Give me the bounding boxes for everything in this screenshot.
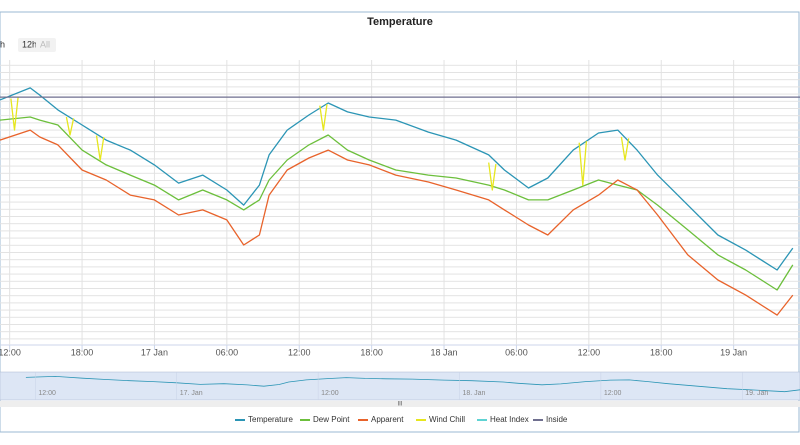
legend-label[interactable]: Apparent bbox=[371, 415, 404, 424]
x-tick-label: 06:00 bbox=[216, 347, 239, 357]
navigator-tick-label: 19. Jan bbox=[745, 390, 768, 397]
x-tick-label: 06:00 bbox=[505, 347, 528, 357]
legend-label[interactable]: Inside bbox=[546, 415, 568, 424]
x-tick-label: 12:00 bbox=[578, 347, 601, 357]
navigator-tick-label: 12:00 bbox=[38, 390, 56, 397]
navigator-line bbox=[25, 376, 800, 393]
x-tick-label: 17 Jan bbox=[141, 347, 168, 357]
series-line bbox=[0, 87, 794, 271]
navigator-tick-label: 17. Jan bbox=[180, 390, 203, 397]
scrollbar[interactable] bbox=[0, 401, 800, 407]
navigator-tick-label: 12:00 bbox=[321, 390, 339, 397]
chart-title: Temperature bbox=[367, 16, 433, 28]
navigator-tick-label: 18. Jan bbox=[462, 390, 485, 397]
range-button-bg[interactable] bbox=[36, 38, 56, 52]
legend-label[interactable]: Heat Index bbox=[490, 415, 529, 424]
series-line bbox=[0, 129, 794, 316]
x-tick-label: 18:00 bbox=[650, 347, 673, 357]
legend-label[interactable]: Temperature bbox=[248, 415, 293, 424]
series-line bbox=[10, 97, 630, 191]
range-button-bg[interactable] bbox=[18, 38, 38, 52]
range-button[interactable]: 12h bbox=[22, 39, 37, 49]
range-button[interactable]: All bbox=[40, 39, 50, 49]
navigator-mask bbox=[0, 371, 800, 401]
navigator-tick-label: 12:00 bbox=[604, 390, 622, 397]
x-tick-label: 12:00 bbox=[288, 347, 311, 357]
range-button[interactable]: h bbox=[0, 39, 5, 49]
x-tick-label: 18:00 bbox=[360, 347, 383, 357]
x-tick-label: 18 Jan bbox=[431, 347, 458, 357]
series-line bbox=[0, 116, 794, 291]
x-tick-label: 19 Jan bbox=[720, 347, 747, 357]
legend-label[interactable]: Dew Point bbox=[313, 415, 350, 424]
legend-label[interactable]: Wind Chill bbox=[429, 415, 465, 424]
scrollbar-grip[interactable]: III bbox=[397, 402, 402, 408]
grid-background bbox=[0, 60, 800, 345]
x-tick-label: 12:00 bbox=[0, 347, 21, 357]
x-tick-label: 18:00 bbox=[71, 347, 94, 357]
